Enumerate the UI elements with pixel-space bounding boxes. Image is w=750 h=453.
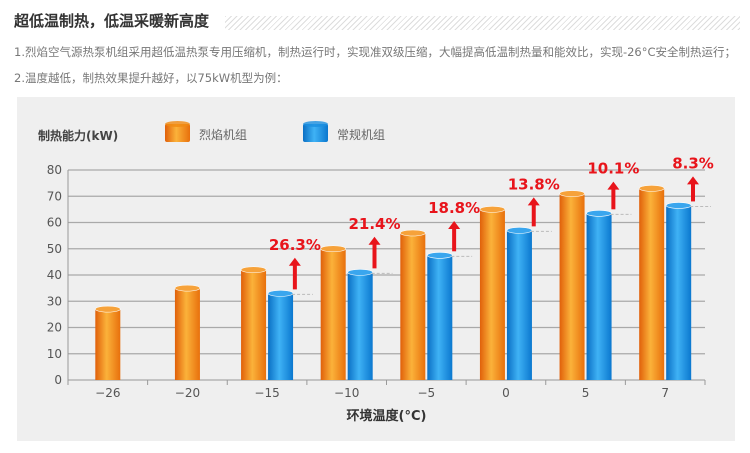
y-tick-label: 30: [47, 294, 62, 308]
legend-swatch-1: [303, 124, 328, 142]
increase-arrow-head: [687, 176, 699, 185]
chart-panel: [17, 97, 735, 441]
orange-bar: [400, 233, 426, 380]
legend-label: 烈焰机组: [199, 127, 247, 142]
y-tick-label: 10: [47, 347, 62, 361]
blue-bar: [666, 205, 692, 380]
orange-bar: [639, 188, 665, 380]
blue-bar: [347, 272, 373, 380]
increase-label: 10.1%: [587, 160, 639, 178]
title-stripes-decoration: [225, 16, 740, 30]
x-tick-label: −15: [254, 386, 279, 400]
increase-label: 8.3%: [672, 154, 714, 172]
y-tick-label: 70: [47, 189, 62, 203]
orange-bar: [559, 193, 585, 380]
increase-label: 21.4%: [348, 215, 400, 233]
x-tick-label: 0: [502, 386, 510, 400]
blue-bar: [268, 293, 294, 380]
x-tick-label: −10: [334, 386, 359, 400]
orange-bar: [479, 209, 505, 380]
legend-swatch-top: [165, 121, 190, 127]
blue-bar-top: [586, 210, 612, 217]
orange-bar-top: [638, 185, 665, 192]
orange-bar-top: [95, 305, 121, 313]
legend-swatch-top: [303, 121, 328, 127]
blue-bar-top: [347, 269, 373, 276]
increase-arrow-head: [288, 257, 301, 266]
section-title: 超低温制热，低温采暖新高度: [14, 12, 210, 30]
increase-label: 26.3%: [269, 236, 321, 254]
x-tick-label: −5: [417, 386, 435, 400]
increase-arrow-head: [527, 197, 540, 206]
orange-bar-top: [240, 266, 267, 274]
orange-bar: [241, 269, 267, 380]
orange-bar-top: [559, 190, 585, 197]
blue-bar-top: [267, 290, 294, 297]
orange-bar: [174, 288, 200, 380]
y-tick-label: 20: [47, 321, 62, 335]
blue-bar-top: [665, 202, 692, 209]
blue-bar: [427, 255, 453, 380]
increase-arrow-head: [368, 236, 381, 245]
x-tick-label: −26: [95, 386, 120, 400]
increase-arrow-head: [607, 181, 620, 190]
increase-label: 13.8%: [508, 175, 560, 193]
x-tick-label: 5: [582, 386, 590, 400]
y-tick-label: 0: [54, 373, 62, 387]
description-line-1: 1.烈焰空气源热泵机组采用超低温热泵专用压缩机，制热运行时，实现准双级压缩，大幅…: [14, 45, 737, 59]
orange-bar-top: [320, 245, 346, 253]
increase-label: 18.8%: [428, 199, 480, 217]
increase-arrow-head: [448, 221, 461, 229]
description-line-2: 2.温度越低，制热效果提升越好，以75kW机型为例：: [14, 71, 288, 85]
blue-bar: [586, 213, 612, 380]
legend-label: 常规机组: [337, 127, 385, 142]
y-axis-title: 制热能力(kW): [38, 128, 118, 143]
blue-bar-top: [506, 227, 533, 234]
x-tick-label: 7: [661, 386, 669, 400]
legend-swatch-0: [165, 124, 190, 142]
y-tick-label: 60: [47, 216, 62, 230]
orange-bar-top: [479, 206, 506, 213]
orange-bar: [320, 248, 346, 380]
blue-bar-top: [427, 252, 453, 259]
x-tick-label: −20: [175, 386, 200, 400]
orange-bar-top: [400, 229, 426, 237]
y-tick-label: 80: [47, 163, 62, 177]
orange-bar-top: [174, 284, 201, 292]
y-tick-label: 50: [47, 242, 62, 256]
blue-bar: [506, 230, 532, 380]
orange-bar: [95, 309, 121, 380]
y-tick-label: 40: [47, 268, 62, 282]
x-axis-title: 环境温度(°C): [347, 408, 427, 424]
